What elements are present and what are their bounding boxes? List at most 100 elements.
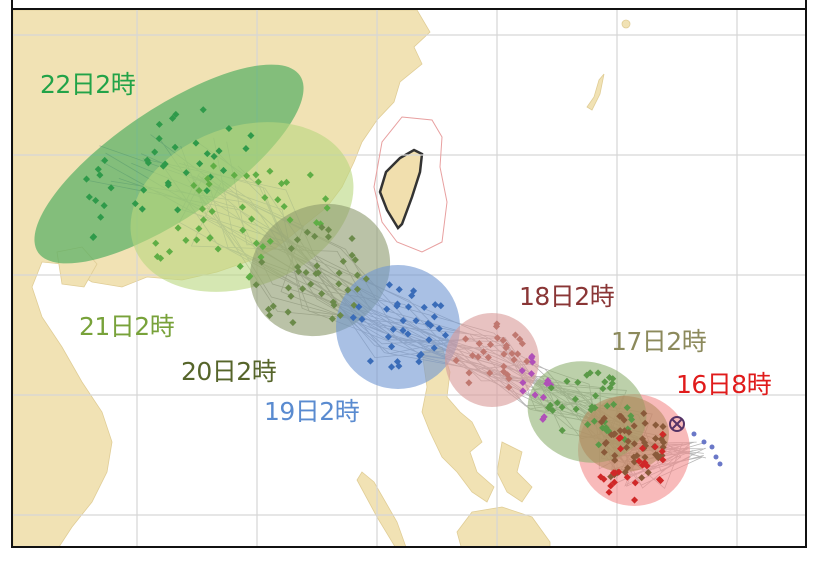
ensemble-point: [266, 311, 274, 319]
ensemble-point: [171, 143, 179, 151]
ensemble-point: [630, 440, 638, 448]
ensemble-point: [336, 311, 344, 319]
ensemble-point: [652, 434, 660, 443]
ensemble-point: [393, 302, 401, 310]
ensemble-point: [659, 430, 667, 438]
ensemble-point: [558, 403, 566, 411]
ensemble-point: [493, 320, 501, 328]
ensemble-point: [603, 402, 611, 410]
ensemble-point: [658, 447, 666, 455]
label-21: 21日2時: [79, 312, 175, 341]
ensemble-point: [192, 139, 200, 147]
ensemble-point: [138, 205, 146, 213]
ensemble-point: [430, 344, 438, 352]
ensemble-point: [431, 301, 439, 309]
past-track-point: [717, 461, 723, 467]
ensemble-point: [630, 453, 638, 461]
ensemble-point: [500, 362, 508, 370]
ensemble-point: [252, 239, 260, 247]
ensemble-point: [385, 281, 393, 289]
ensemble-point: [198, 205, 206, 213]
ensemble-point: [631, 479, 639, 487]
ensemble-point: [318, 290, 326, 298]
ensemble-point: [514, 350, 522, 358]
ensemble-point: [195, 225, 203, 233]
label-16: 16日8時: [676, 370, 772, 399]
ryukyu-islands: [586, 73, 605, 111]
ensemble-point: [199, 216, 208, 224]
luzon: [421, 346, 495, 503]
ensemble-point: [165, 248, 174, 256]
ensemble-point: [605, 488, 613, 496]
ensemble-point: [408, 292, 416, 300]
ensemble-point: [152, 239, 160, 247]
past-track-point: [709, 444, 715, 450]
ensemble-point: [349, 314, 357, 322]
warning-area-outline: [373, 116, 448, 253]
ensemble-point: [210, 152, 218, 160]
ensemble-point: [289, 319, 297, 327]
mindanao: [456, 506, 551, 546]
ensemble-point: [159, 162, 167, 170]
ensemble-point: [92, 196, 100, 205]
ensemble-point: [85, 193, 93, 201]
ensemble-point: [588, 403, 596, 411]
ensemble-point: [452, 356, 460, 364]
ensemble-point: [528, 354, 536, 362]
ensemble-point: [592, 392, 600, 400]
ensemble-point: [383, 305, 391, 313]
ensemble-point: [190, 181, 198, 190]
ensemble-point: [299, 285, 307, 293]
ensemble-point: [611, 452, 619, 460]
ensemble-point: [389, 325, 397, 333]
ensemble-point: [635, 457, 643, 465]
ensemble-point: [404, 330, 412, 338]
ensemble-point: [659, 438, 668, 446]
ensemble-point: [519, 379, 527, 387]
ensemble-point: [462, 335, 470, 343]
storm-center-cross-circle-icon: [669, 416, 685, 432]
ensemble-point: [652, 421, 660, 429]
ensemble-point: [164, 181, 172, 189]
ensemble-point: [96, 171, 104, 179]
ensemble-point: [196, 160, 204, 168]
ensemble-point: [358, 315, 366, 323]
ensemble-point: [283, 178, 291, 186]
ensemble-point: [265, 305, 273, 313]
ensemble-point: [302, 268, 310, 277]
ensemble-point: [480, 348, 488, 356]
ensemble-point: [248, 215, 256, 223]
ensemble-point: [427, 321, 435, 329]
past-track-point: [713, 454, 719, 460]
ensemble-point: [416, 352, 424, 360]
ensemble-point: [546, 401, 554, 409]
ensemble-point: [307, 280, 315, 288]
ensemble-point: [527, 370, 535, 378]
ensemble-point: [277, 180, 286, 188]
ensemble-point: [631, 458, 639, 466]
ensemble-point: [430, 313, 438, 321]
ensemble-point: [242, 145, 250, 153]
ensemble-point: [335, 280, 343, 288]
ensemble-point: [324, 226, 333, 234]
ensemble-point: [641, 419, 649, 427]
visayas: [496, 441, 533, 503]
ensemble-point: [510, 356, 518, 364]
ensemble-point: [395, 362, 403, 370]
ensemble-point: [493, 334, 501, 342]
ensemble-point: [311, 232, 319, 240]
ensemble-points: [82, 106, 723, 504]
ensemble-point: [209, 162, 218, 170]
ensemble-point: [280, 202, 288, 211]
ensemble-point: [395, 285, 403, 294]
ensemble-point: [101, 156, 109, 164]
ensemble-point: [274, 196, 282, 204]
ensemble-point: [314, 269, 322, 277]
island: [621, 19, 631, 29]
ensemble-point: [623, 443, 631, 452]
ensemble-point: [412, 317, 420, 325]
ensemble-point: [322, 195, 330, 203]
ensemble-point: [519, 387, 527, 395]
ensemble-point: [594, 369, 602, 377]
ensemble-point: [404, 303, 413, 311]
